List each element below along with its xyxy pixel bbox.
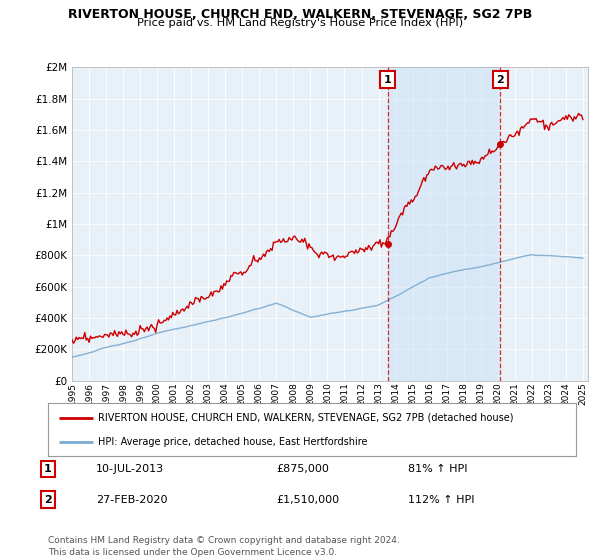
Text: 10-JUL-2013: 10-JUL-2013	[96, 464, 164, 474]
Text: 81% ↑ HPI: 81% ↑ HPI	[408, 464, 467, 474]
Text: 1: 1	[44, 464, 52, 474]
Text: Price paid vs. HM Land Registry's House Price Index (HPI): Price paid vs. HM Land Registry's House …	[137, 18, 463, 29]
Text: 1: 1	[383, 74, 391, 85]
Text: RIVERTON HOUSE, CHURCH END, WALKERN, STEVENAGE, SG2 7PB: RIVERTON HOUSE, CHURCH END, WALKERN, STE…	[68, 8, 532, 21]
Bar	[388, 67, 500, 381]
Text: 27-FEB-2020: 27-FEB-2020	[96, 494, 167, 505]
Text: 112% ↑ HPI: 112% ↑ HPI	[408, 494, 475, 505]
Point	[383, 239, 392, 248]
Text: HPI: Average price, detached house, East Hertfordshire: HPI: Average price, detached house, East…	[98, 437, 368, 447]
Point	[496, 139, 505, 148]
Text: Contains HM Land Registry data © Crown copyright and database right 2024.
This d: Contains HM Land Registry data © Crown c…	[48, 536, 400, 557]
Text: 2: 2	[44, 494, 52, 505]
Text: £875,000: £875,000	[276, 464, 329, 474]
Text: RIVERTON HOUSE, CHURCH END, WALKERN, STEVENAGE, SG2 7PB (detached house): RIVERTON HOUSE, CHURCH END, WALKERN, STE…	[98, 413, 514, 423]
Text: 2: 2	[497, 74, 505, 85]
Text: £1,510,000: £1,510,000	[276, 494, 339, 505]
